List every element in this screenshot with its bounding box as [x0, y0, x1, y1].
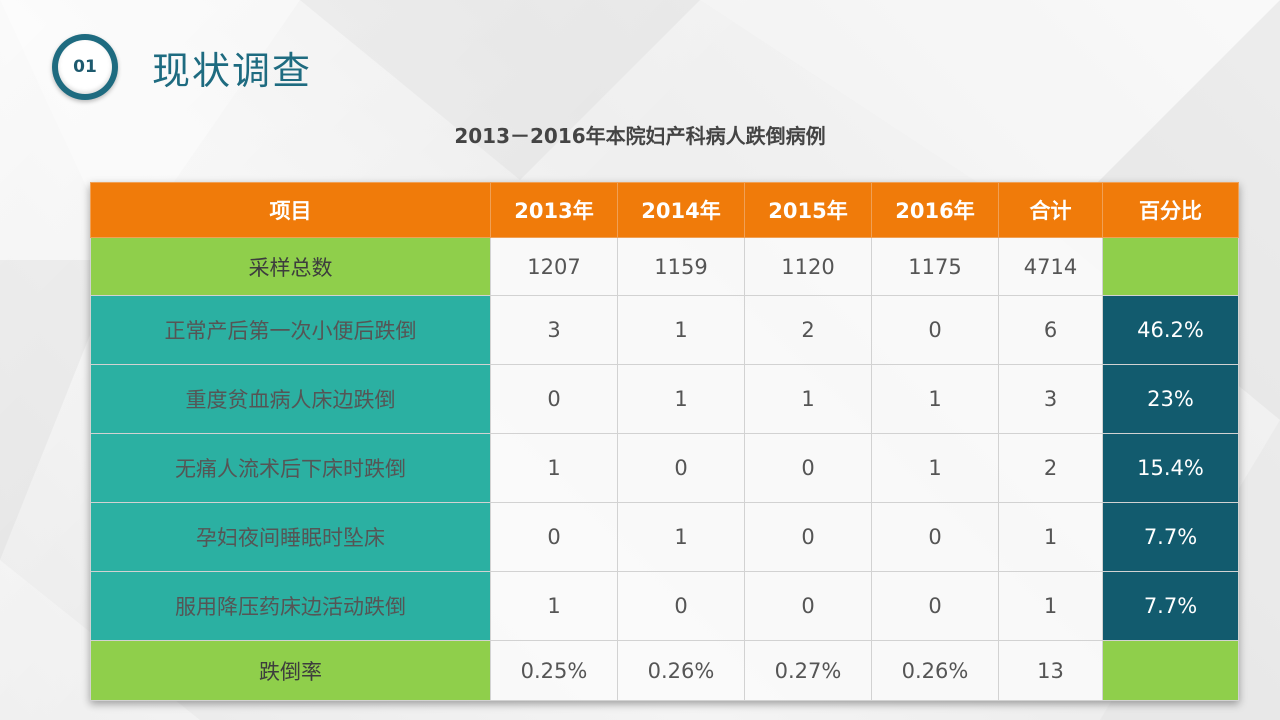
row-label: 正常产后第一次小便后跌倒 — [90, 295, 491, 365]
table-cell: 0 — [871, 295, 999, 365]
table-cell: 1159 — [617, 237, 745, 296]
percent-cell: 15.4% — [1102, 433, 1239, 503]
table-cell: 0 — [871, 502, 999, 572]
table-cell: 1 — [744, 364, 872, 434]
table-cell: 1120 — [744, 237, 872, 296]
table-cell: 1207 — [490, 237, 618, 296]
table-cell: 6 — [998, 295, 1103, 365]
section-number: 01 — [73, 57, 97, 77]
table-cell: 13 — [998, 640, 1103, 701]
row-label: 服用降压药床边活动跌倒 — [90, 571, 491, 641]
row-label: 孕妇夜间睡眠时坠床 — [90, 502, 491, 572]
row-label: 重度贫血病人床边跌倒 — [90, 364, 491, 434]
table-cell: 0.25% — [490, 640, 618, 701]
table-cell: 3 — [490, 295, 618, 365]
table-cell: 0 — [744, 433, 872, 503]
column-header: 2015年 — [744, 182, 872, 238]
section-badge: 01 — [52, 34, 118, 100]
table-cell: 4714 — [998, 237, 1103, 296]
table-cell: 0 — [490, 502, 618, 572]
table-cell: 1 — [998, 502, 1103, 572]
table-cell: 1 — [998, 571, 1103, 641]
table-cell: 0 — [490, 364, 618, 434]
column-header: 项目 — [90, 182, 491, 238]
percent-cell: 46.2% — [1102, 295, 1239, 365]
table-row: 正常产后第一次小便后跌倒 3 1 2 0 6 46.2% — [90, 295, 1239, 365]
column-header: 百分比 — [1102, 182, 1239, 238]
table-cell: 2 — [744, 295, 872, 365]
column-header: 2014年 — [617, 182, 745, 238]
table-row: 孕妇夜间睡眠时坠床 0 1 0 0 1 7.7% — [90, 502, 1239, 572]
table-cell: 0 — [744, 571, 872, 641]
table-cell: 0 — [617, 433, 745, 503]
slide-header: 01 现状调查 — [52, 34, 312, 100]
table-cell: 1 — [871, 433, 999, 503]
column-header: 2013年 — [490, 182, 618, 238]
row-label: 无痛人流术后下床时跌倒 — [90, 433, 491, 503]
row-label: 采样总数 — [90, 237, 491, 296]
percent-cell: 23% — [1102, 364, 1239, 434]
percent-cell: 7.7% — [1102, 502, 1239, 572]
table-row: 重度贫血病人床边跌倒 0 1 1 1 3 23% — [90, 364, 1239, 434]
table-cell: 0 — [744, 502, 872, 572]
fall-cases-table: 项目 2013年 2014年 2015年 2016年 合计 百分比 采样总数 1… — [90, 182, 1239, 701]
table-cell: 0.26% — [617, 640, 745, 701]
table-cell: 3 — [998, 364, 1103, 434]
percent-cell — [1102, 237, 1239, 296]
table-cell: 1 — [871, 364, 999, 434]
table-cell: 2 — [998, 433, 1103, 503]
table-cell: 1 — [490, 433, 618, 503]
table-cell: 0 — [617, 571, 745, 641]
table-cell: 1175 — [871, 237, 999, 296]
percent-cell: 7.7% — [1102, 571, 1239, 641]
table-row: 采样总数 1207 1159 1120 1175 4714 — [90, 237, 1239, 296]
table-cell: 1 — [490, 571, 618, 641]
table-row: 无痛人流术后下床时跌倒 1 0 0 1 2 15.4% — [90, 433, 1239, 503]
table-header-row: 项目 2013年 2014年 2015年 2016年 合计 百分比 — [90, 182, 1239, 238]
table-cell: 1 — [617, 295, 745, 365]
table-row: 服用降压药床边活动跌倒 1 0 0 0 1 7.7% — [90, 571, 1239, 641]
table-title: 2013－2016年本院妇产科病人跌倒病例 — [454, 124, 826, 148]
table-row: 跌倒率 0.25% 0.26% 0.27% 0.26% 13 — [90, 640, 1239, 701]
row-label: 跌倒率 — [90, 640, 491, 701]
table-cell: 0 — [871, 571, 999, 641]
table-cell: 0.27% — [744, 640, 872, 701]
table-cell: 0.26% — [871, 640, 999, 701]
percent-cell — [1102, 640, 1239, 701]
column-header: 2016年 — [871, 182, 999, 238]
table-cell: 1 — [617, 502, 745, 572]
table-cell: 1 — [617, 364, 745, 434]
slide-title: 现状调查 — [152, 48, 313, 93]
column-header: 合计 — [998, 182, 1103, 238]
